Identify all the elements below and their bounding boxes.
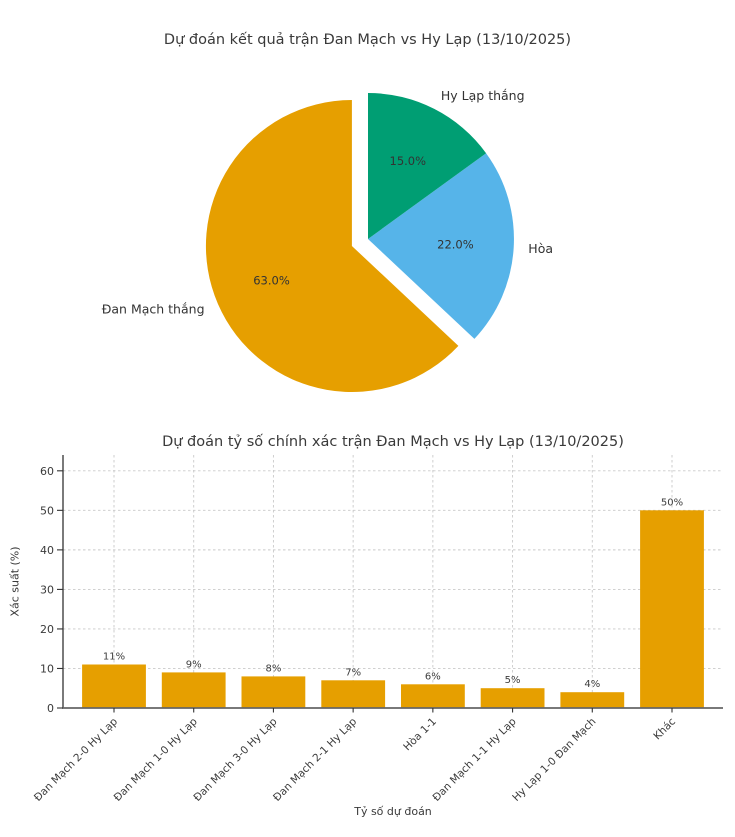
x-tick-label: Đan Mạch 2-1 Hy Lạp — [271, 715, 359, 803]
pie-slice-percent: 15.0% — [390, 154, 427, 168]
bar — [640, 510, 704, 708]
bar-value-label: 8% — [265, 663, 281, 674]
y-tick-label: 0 — [47, 702, 54, 715]
pie-slice-label: Hòa — [528, 241, 553, 256]
bar — [161, 672, 226, 708]
bar — [321, 680, 386, 708]
pie-slice-0 — [205, 100, 459, 393]
bar-value-label: 9% — [186, 659, 202, 670]
x-tick-label: Khác — [651, 715, 678, 742]
bar-value-label: 6% — [425, 671, 441, 682]
y-tick-label: 10 — [40, 662, 54, 675]
bar — [480, 688, 545, 708]
bar-value-label: 5% — [505, 675, 521, 686]
pie-chart-title: Dự đoán kết quả trận Đan Mạch vs Hy Lạp … — [163, 32, 572, 48]
pie-slice-label: Đan Mạch thắng — [102, 302, 205, 317]
bar — [82, 664, 146, 708]
pie-slice-percent: 22.0% — [437, 238, 474, 252]
y-tick-label: 60 — [40, 465, 54, 478]
pie-slice-percent: 63.0% — [253, 274, 290, 288]
bar — [560, 692, 625, 708]
pie-slice-label: Hy Lạp thắng — [441, 88, 525, 103]
bar — [401, 684, 465, 708]
pie-slice-2 — [368, 93, 487, 239]
x-axis-label: Tỷ số dự đoán — [354, 805, 432, 818]
x-tick-label: Đan Mạch 1-0 Hy Lạp — [112, 715, 200, 803]
x-tick-label: Hy Lạp 1-0 Đan Mạch — [510, 716, 598, 804]
bar-value-label: 11% — [103, 652, 125, 663]
y-axis-label: Xác suất (%) — [8, 546, 22, 617]
x-tick-label: Hòa 1-1 — [401, 716, 439, 754]
bar-chart-title: Dự đoán tỷ số chính xác trận Đan Mạch vs… — [162, 434, 624, 450]
y-tick-label: 20 — [40, 623, 54, 636]
bar — [241, 676, 306, 708]
bar-value-label: 7% — [345, 667, 361, 678]
x-tick-label: Đan Mạch 2-0 Hy Lạp — [32, 715, 120, 803]
x-tick-label: Đan Mạch 1-1 Hy Lạp — [431, 715, 519, 803]
y-tick-label: 40 — [40, 544, 54, 557]
y-tick-label: 30 — [40, 583, 54, 596]
y-tick-label: 50 — [40, 504, 54, 517]
bar-value-label: 50% — [661, 497, 683, 508]
pie-slice-1 — [368, 153, 514, 339]
x-tick-label: Đan Mạch 3-0 Hy Lạp — [191, 715, 279, 803]
bar-value-label: 4% — [584, 679, 600, 690]
